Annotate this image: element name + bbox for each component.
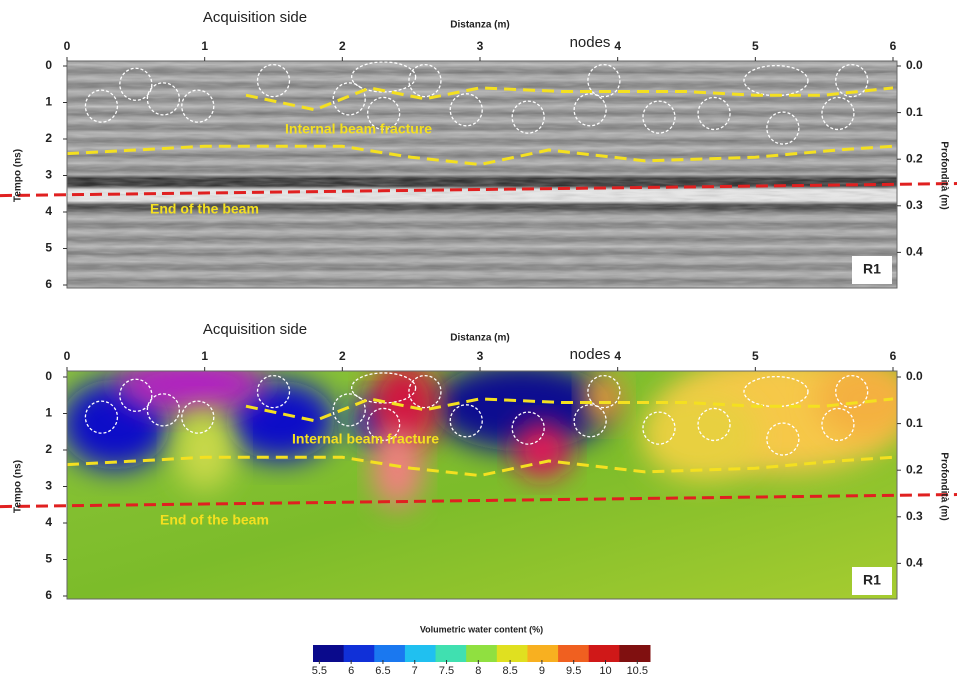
y-tick-label: 3 bbox=[45, 168, 52, 182]
colorbar-segment bbox=[497, 645, 528, 662]
colorbar-segment bbox=[313, 645, 344, 662]
colorbar-segment bbox=[527, 645, 558, 662]
colorbar-tick-label: 10 bbox=[599, 665, 611, 677]
x-axis-title: Distanza (m) bbox=[450, 20, 509, 31]
colorbar-segment bbox=[374, 645, 405, 662]
y-tick-label: 1 bbox=[45, 406, 52, 420]
x-axis-title: Distanza (m) bbox=[450, 333, 509, 344]
y-tick-label: 1 bbox=[45, 95, 52, 109]
y-axis-title: Tempo (ns) bbox=[13, 149, 24, 202]
annotation: nodes bbox=[570, 346, 611, 363]
colorbar-segment bbox=[405, 645, 436, 662]
y2-tick-label: 0.2 bbox=[906, 462, 923, 476]
x-tick-label: 5 bbox=[752, 349, 759, 363]
heatmap-blob bbox=[514, 422, 570, 478]
y2-axis-title: Profondità (m) bbox=[938, 141, 949, 209]
x-tick-label: 0 bbox=[64, 39, 71, 53]
colorbar-tick-label: 8 bbox=[475, 665, 481, 677]
y-tick-label: 6 bbox=[45, 588, 52, 602]
colorbar-tick-label: 6 bbox=[348, 665, 354, 677]
annotation: Acquisition side bbox=[203, 9, 307, 26]
y-tick-label: 4 bbox=[45, 515, 52, 529]
annotation: Internal beam fracture bbox=[285, 121, 432, 137]
y2-tick-label: 0.4 bbox=[906, 245, 923, 259]
plot-area bbox=[60, 354, 915, 600]
y2-tick-label: 0.4 bbox=[906, 556, 923, 570]
colorbar-tick-label: 6.5 bbox=[375, 665, 390, 677]
y2-axis-title: Profondità (m) bbox=[938, 452, 949, 520]
y2-tick-label: 0.0 bbox=[906, 58, 923, 72]
annotation: End of the beam bbox=[150, 201, 259, 217]
annotation: Internal beam fracture bbox=[292, 431, 439, 447]
y-tick-label: 3 bbox=[45, 479, 52, 493]
colorbar-segment bbox=[436, 645, 467, 662]
y-tick-label: 4 bbox=[45, 204, 52, 218]
x-tick-label: 1 bbox=[201, 39, 208, 53]
colorbar-segment bbox=[344, 645, 375, 662]
colorbar-tick-label: 7.5 bbox=[439, 665, 454, 677]
x-tick-label: 4 bbox=[614, 39, 621, 53]
x-tick-label: 2 bbox=[339, 349, 346, 363]
y2-tick-label: 0.1 bbox=[906, 105, 923, 119]
annotation: nodes bbox=[570, 34, 611, 51]
y2-tick-label: 0.3 bbox=[906, 198, 923, 212]
colorbar-tick-label: 9.5 bbox=[566, 665, 581, 677]
x-tick-label: 1 bbox=[201, 349, 208, 363]
y2-tick-label: 0.1 bbox=[906, 416, 923, 430]
y-tick-label: 0 bbox=[45, 369, 52, 383]
annotation: End of the beam bbox=[160, 512, 269, 528]
x-tick-label: 6 bbox=[890, 39, 897, 53]
x-tick-label: 3 bbox=[477, 349, 484, 363]
y-tick-label: 5 bbox=[45, 552, 52, 566]
colorbar-segment bbox=[466, 645, 497, 662]
colorbar-segment bbox=[589, 645, 620, 662]
x-tick-label: 5 bbox=[752, 39, 759, 53]
x-tick-label: 2 bbox=[339, 39, 346, 53]
x-tick-label: 6 bbox=[890, 349, 897, 363]
colorbar-tick-label: 9 bbox=[539, 665, 545, 677]
x-tick-label: 3 bbox=[477, 39, 484, 53]
plot-area bbox=[67, 61, 897, 288]
figure: Acquisition side Distanza (m) nodes Interna… bbox=[0, 0, 957, 678]
heatmap-blob bbox=[175, 410, 235, 490]
x-tick-label: 0 bbox=[64, 349, 71, 363]
colorbar-segment bbox=[558, 645, 589, 662]
colorbar-tick-label: 5.5 bbox=[312, 665, 327, 677]
y-tick-label: 6 bbox=[45, 277, 52, 291]
colorbar-segment bbox=[619, 645, 650, 662]
annotation: R1 bbox=[863, 572, 881, 588]
heatmap-blob bbox=[116, 354, 266, 414]
annotation: R1 bbox=[863, 261, 881, 277]
y-axis-title: Tempo (ns) bbox=[13, 460, 24, 513]
x-tick-label: 4 bbox=[614, 349, 621, 363]
y2-tick-label: 0.2 bbox=[906, 151, 923, 165]
y-tick-label: 2 bbox=[45, 442, 52, 456]
y-tick-label: 0 bbox=[45, 58, 52, 72]
colorbar-title: Volumetric water content (%) bbox=[420, 624, 543, 634]
y-tick-label: 5 bbox=[45, 241, 52, 255]
y-tick-label: 2 bbox=[45, 131, 52, 145]
colorbar-tick-label: 8.5 bbox=[502, 665, 517, 677]
annotation: Acquisition side bbox=[203, 321, 307, 338]
colorbar-tick-label: 10.5 bbox=[627, 665, 648, 677]
colorbar-tick-label: 7 bbox=[412, 665, 418, 677]
y2-tick-label: 0.3 bbox=[906, 509, 923, 523]
y2-tick-label: 0.0 bbox=[906, 369, 923, 383]
